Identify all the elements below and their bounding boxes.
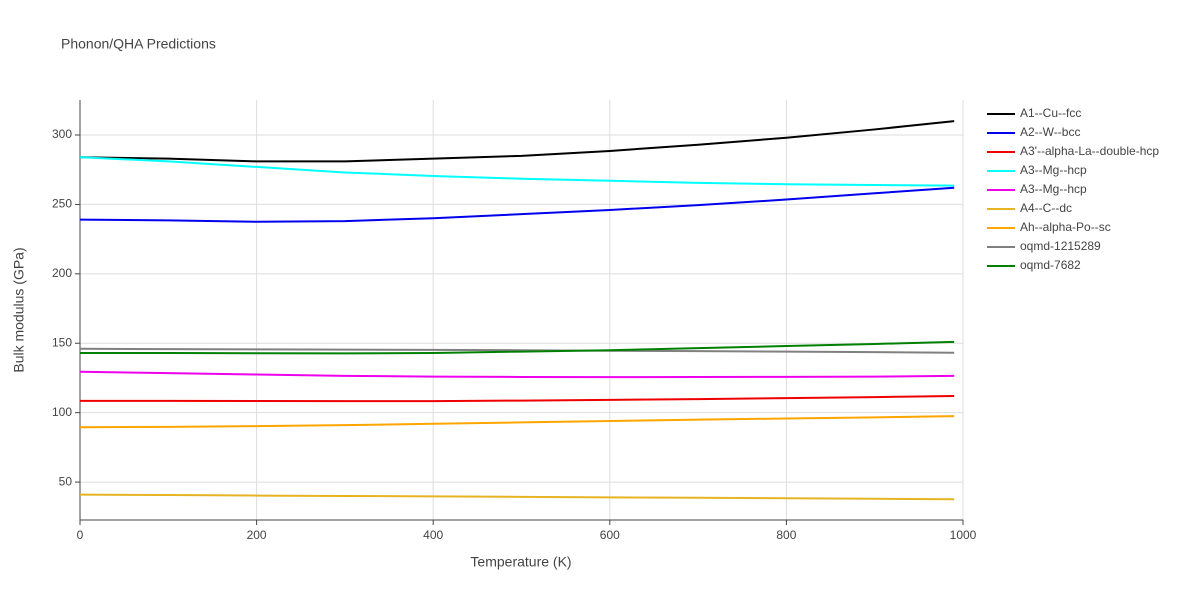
series-line (79, 120, 955, 163)
series-line (80, 395, 955, 403)
legend-label: A2--W--bcc (1020, 125, 1080, 139)
y-tick-label: 50 (59, 474, 73, 488)
legend-label: A4--C--dc (1020, 201, 1072, 215)
y-tick-label: 300 (52, 127, 72, 141)
y-tick-label: 200 (52, 266, 72, 280)
y-tick-label: 100 (52, 405, 72, 419)
x-tick-label: 400 (423, 528, 443, 542)
legend-label: A3--Mg--hcp (1020, 182, 1087, 196)
series-line (79, 370, 955, 379)
legend-label: oqmd-7682 (1020, 258, 1081, 272)
series-line (79, 415, 955, 429)
legend-label: oqmd-1215289 (1020, 239, 1101, 253)
y-axis-label: Bulk modulus (GPa) (11, 247, 27, 372)
x-tick-label: 600 (600, 528, 620, 542)
x-axis-label: Temperature (K) (470, 554, 571, 570)
y-tick-label: 250 (52, 197, 72, 211)
legend-label: Ah--alpha-Po--sc (1020, 220, 1111, 234)
y-tick-label: 150 (52, 335, 72, 349)
x-tick-label: 0 (77, 528, 84, 542)
series-line (79, 347, 955, 354)
x-tick-label: 800 (776, 528, 796, 542)
legend-label: A3'--alpha-La--double-hcp (1020, 144, 1159, 158)
series-line (80, 340, 955, 355)
legend-label: A1--Cu--fcc (1020, 106, 1081, 120)
x-tick-label: 200 (247, 528, 267, 542)
series-line (79, 186, 955, 223)
chart-title: Phonon/QHA Predictions (61, 36, 216, 52)
series-line (79, 156, 955, 187)
series-line (79, 493, 955, 501)
x-tick-label: 1000 (950, 528, 977, 542)
legend-label: A3--Mg--hcp (1020, 163, 1087, 177)
